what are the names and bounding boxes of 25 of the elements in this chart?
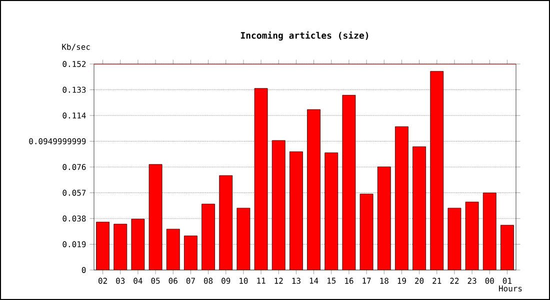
bar: [96, 222, 110, 270]
bar: [482, 192, 496, 270]
bar: [131, 218, 145, 270]
bar: [465, 202, 479, 270]
bar: [272, 140, 286, 270]
bar: [448, 208, 462, 270]
bar: [430, 71, 444, 270]
bar: [148, 164, 162, 270]
bar: [500, 224, 514, 270]
bar: [360, 194, 374, 270]
bar: [114, 224, 128, 270]
bar: [254, 88, 268, 270]
bar: [236, 208, 250, 270]
bar: [290, 151, 303, 270]
bar: [412, 146, 426, 270]
bar: [219, 175, 233, 270]
bar: [166, 228, 180, 270]
bar: [184, 236, 198, 270]
bar: [202, 204, 215, 270]
chart-title: Incoming articles (size): [240, 31, 368, 41]
bar: [307, 109, 320, 270]
bar: [342, 94, 356, 270]
bar: [324, 152, 338, 270]
bar: [395, 126, 408, 270]
bar: [377, 166, 391, 270]
